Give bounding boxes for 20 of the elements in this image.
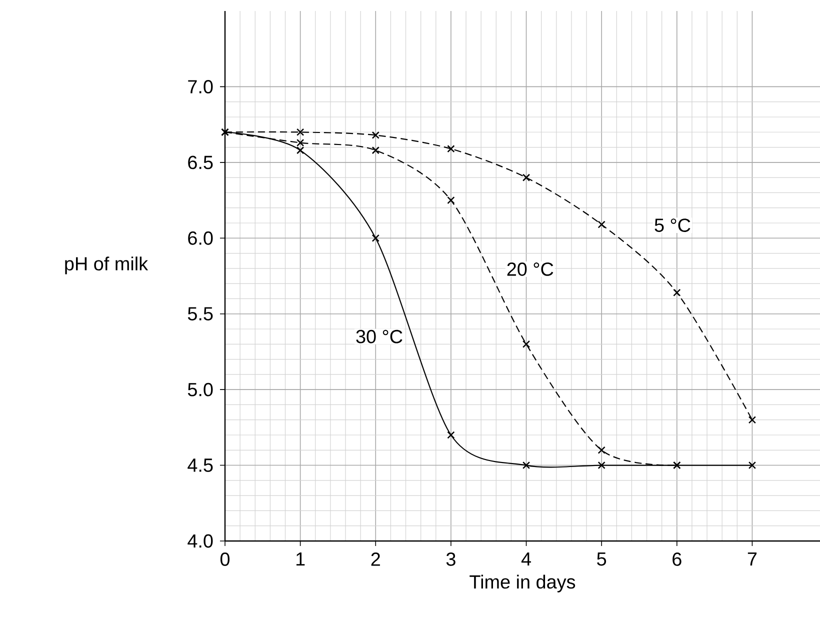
y-tick-label: 6.0 [188,231,213,245]
y-tick-label: 4.0 [188,534,213,548]
y-tick-label: 5.5 [188,307,213,320]
y-tick-label: 7.0 [188,80,213,94]
series-label: 30 °C [356,330,402,344]
x-tick-label: 5 [597,552,606,566]
series-label: 20 °C [507,262,554,276]
x-tick-label: 0 [220,552,230,566]
x-axis-title: Time in days [470,574,576,592]
x-tick-label: 1 [296,552,305,566]
x-tick-label: 3 [446,552,456,566]
series-label: 5 °C [654,218,690,232]
x-tick-label: 2 [371,552,380,566]
y-tick-label: 4.5 [188,458,213,472]
y-tick-label: 5.0 [188,382,213,396]
y-tick-label: 6.5 [188,156,213,170]
y-axis-title: pH of milk [65,256,148,274]
x-tick-label: 6 [672,552,682,566]
x-tick-label: 4 [521,552,531,566]
x-tick-label: 7 [748,552,757,566]
